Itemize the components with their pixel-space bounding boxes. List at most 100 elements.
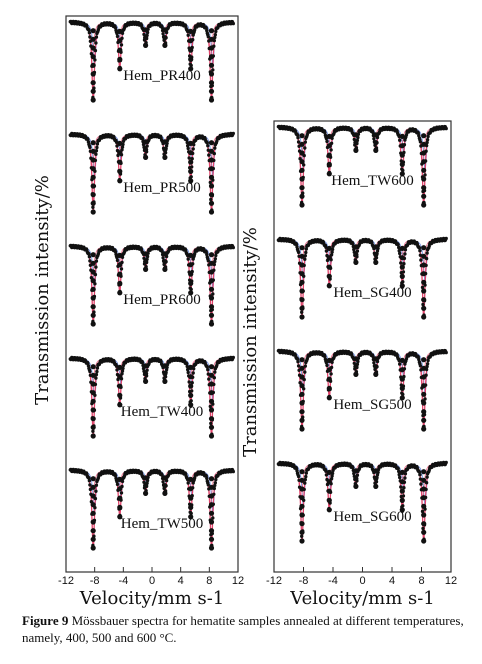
data-point <box>208 278 215 284</box>
data-point <box>421 288 427 294</box>
data-point <box>208 54 215 60</box>
data-point <box>88 369 92 374</box>
data-point <box>188 476 194 482</box>
data-point <box>420 285 425 290</box>
data-point <box>90 88 96 94</box>
data-point <box>426 358 430 363</box>
data-point <box>355 249 360 253</box>
data-point <box>161 32 165 36</box>
x-tick-label: -12 <box>266 575 282 587</box>
x-tick-label: -4 <box>328 575 338 587</box>
data-point <box>299 495 305 501</box>
x-tick-label: 0 <box>149 575 155 587</box>
data-point <box>399 152 405 158</box>
spectrum-panel: Hem_TW500 <box>68 467 235 551</box>
data-point <box>326 283 332 289</box>
data-point <box>143 378 149 384</box>
data-point <box>88 35 92 39</box>
data-point <box>420 509 425 514</box>
data-point <box>208 209 215 215</box>
data-point <box>303 257 307 261</box>
data-point <box>188 159 194 165</box>
data-point <box>326 395 332 401</box>
data-point <box>417 470 422 474</box>
data-point <box>162 363 168 369</box>
data-point <box>326 479 332 485</box>
data-point <box>421 302 425 307</box>
data-point <box>402 486 406 490</box>
data-point <box>90 321 96 327</box>
data-point <box>90 536 96 542</box>
data-point <box>299 141 305 147</box>
data-point <box>214 477 218 482</box>
data-point <box>186 33 190 37</box>
data-point <box>397 249 401 253</box>
data-point <box>353 132 359 138</box>
data-point <box>205 476 209 481</box>
data-point <box>299 374 305 380</box>
panel-label: Hem_TW600 <box>331 173 413 189</box>
data-point <box>421 271 427 277</box>
data-point <box>95 142 100 146</box>
data-point <box>90 528 96 534</box>
data-point <box>143 35 149 41</box>
data-point <box>208 286 215 292</box>
data-point <box>208 252 215 258</box>
data-point <box>186 370 190 375</box>
data-point <box>426 134 430 139</box>
data-point <box>208 404 212 409</box>
data-point <box>326 255 332 261</box>
data-point <box>191 371 195 375</box>
data-point <box>90 398 96 404</box>
data-point <box>421 391 427 397</box>
data-point <box>399 161 405 167</box>
data-point <box>325 139 329 144</box>
data-point <box>425 364 429 369</box>
data-point <box>299 538 305 544</box>
data-point <box>117 252 123 258</box>
data-point <box>186 257 190 261</box>
data-point <box>208 304 215 310</box>
data-point <box>231 131 235 136</box>
data-point <box>188 402 194 408</box>
chart-right: -12 -8 -4 0 4 8 12 Velocity/mm s-1 Transmission … <box>240 120 457 609</box>
data-point <box>421 176 427 182</box>
data-point <box>425 362 430 366</box>
data-point <box>117 392 123 398</box>
data-point <box>421 150 427 156</box>
chart-left: -12 -8 -4 0 4 8 12 Velocity/mm s-1 Transmission … <box>32 15 244 609</box>
data-point <box>143 371 149 377</box>
data-point <box>421 365 427 371</box>
data-point <box>87 479 92 483</box>
data-point <box>299 365 305 371</box>
data-point <box>296 250 301 255</box>
data-point <box>211 68 215 72</box>
data-point <box>421 185 427 191</box>
x-tick-label: -4 <box>118 575 128 587</box>
data-point <box>372 361 376 365</box>
data-point <box>188 150 194 156</box>
data-point <box>90 278 96 284</box>
data-point <box>373 483 379 489</box>
data-point <box>399 485 403 489</box>
data-point <box>421 417 427 423</box>
data-point <box>188 392 194 398</box>
data-point <box>205 365 209 369</box>
data-point <box>143 42 149 49</box>
data-point <box>91 205 95 209</box>
data-point <box>421 314 427 320</box>
data-point <box>326 367 332 373</box>
data-point <box>90 476 96 482</box>
data-point <box>208 295 215 301</box>
data-point <box>304 250 308 255</box>
data-point <box>418 249 422 253</box>
data-point <box>353 468 359 474</box>
data-point <box>303 481 307 485</box>
data-point <box>187 380 191 384</box>
data-point <box>188 168 194 174</box>
data-point <box>90 312 96 318</box>
data-point <box>299 297 305 303</box>
data-point <box>162 27 168 33</box>
data-point <box>231 469 235 474</box>
data-point <box>162 139 168 145</box>
